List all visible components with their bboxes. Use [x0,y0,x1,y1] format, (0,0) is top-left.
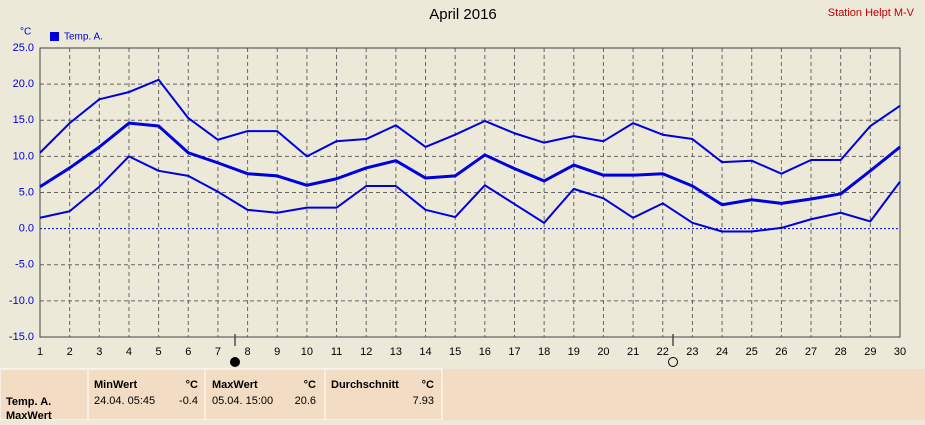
y-tick-label: 0.0 [19,223,34,235]
plot-frame [39,47,901,338]
legend-swatch [50,32,59,41]
x-tick-label: 23 [686,346,698,358]
col-unit: °C [186,379,198,391]
col-unit: °C [304,379,316,391]
x-tick-label: 26 [775,346,787,358]
col-header: MaxWert [212,379,258,391]
x-tick-label: 6 [185,346,191,358]
series-line [39,155,901,233]
x-tick-label: 29 [864,346,876,358]
x-tick-label: 11 [331,346,342,358]
y-tick-label: 10.0 [13,150,34,162]
x-tick-label: 27 [805,346,817,358]
x-tick-label: 20 [597,346,609,358]
y-tick-label: 25.0 [13,42,34,54]
y-tick-label: -15.0 [9,331,34,343]
x-tick-label: 10 [301,346,313,358]
x-tick-label: 21 [627,346,639,358]
x-tick-label: 3 [96,346,102,358]
col-header: Durchschnitt [331,379,399,391]
col-header: MinWert [94,379,138,391]
cell-time: 24.04. 05:45 [94,395,155,407]
plot: -15.0-10.0-5.00.05.010.015.020.025.01 2 3 4… [9,32,906,358]
cell-time: 05.04. 15:00 [212,395,273,407]
y-tick-label: 15.0 [13,114,34,126]
y-unit: °C [20,27,31,38]
x-tick-label: 19 [568,346,580,358]
x-tick-label: 7 [215,346,221,358]
x-tick-label: 2 [67,346,73,358]
x-tick-label: 28 [835,346,847,358]
x-tick-label: 5 [156,346,162,358]
row-label: Temp. A. [6,396,51,408]
y-tick-label: 5.0 [19,186,34,198]
col-unit: °C [422,379,434,391]
chart-title: April 2016 [429,6,497,23]
cell-value: 7.93 [413,395,434,407]
x-tick-label: 16 [479,346,491,358]
series-line [39,121,901,207]
x-tick-label: 4 [126,346,132,358]
y-tick-label: -10.0 [9,295,34,307]
series-line [39,78,901,175]
summary-panel: Temp. A. MaxWert MinWert °C 24.04. 05:45… [0,368,925,422]
cell-value: -0.4 [179,395,198,407]
x-tick-label: 1 [37,346,43,358]
y-tick-label: -5.0 [15,259,34,271]
x-tick-label: 17 [508,346,520,358]
x-tick-label: 9 [274,346,280,358]
row-label: MaxWert [6,410,52,420]
x-tick-label: 22 [657,346,669,358]
station-label: Station Helpt M-V [828,7,915,19]
cell-value: 20.6 [295,395,316,407]
x-tick-label: 14 [419,346,431,358]
x-tick-label: 12 [360,346,372,358]
x-tick-label: 30 [894,346,906,358]
x-tick-label: 15 [449,346,461,358]
y-tick-label: 20.0 [13,78,34,90]
x-tick-label: 13 [390,346,402,358]
x-tick-label: 24 [716,346,728,358]
x-tick-label: 18 [538,346,550,358]
x-tick-label: 8 [245,346,251,358]
legend-label: Temp. A. [64,32,103,43]
x-tick-label: 25 [746,346,758,358]
day-markers [230,334,678,367]
